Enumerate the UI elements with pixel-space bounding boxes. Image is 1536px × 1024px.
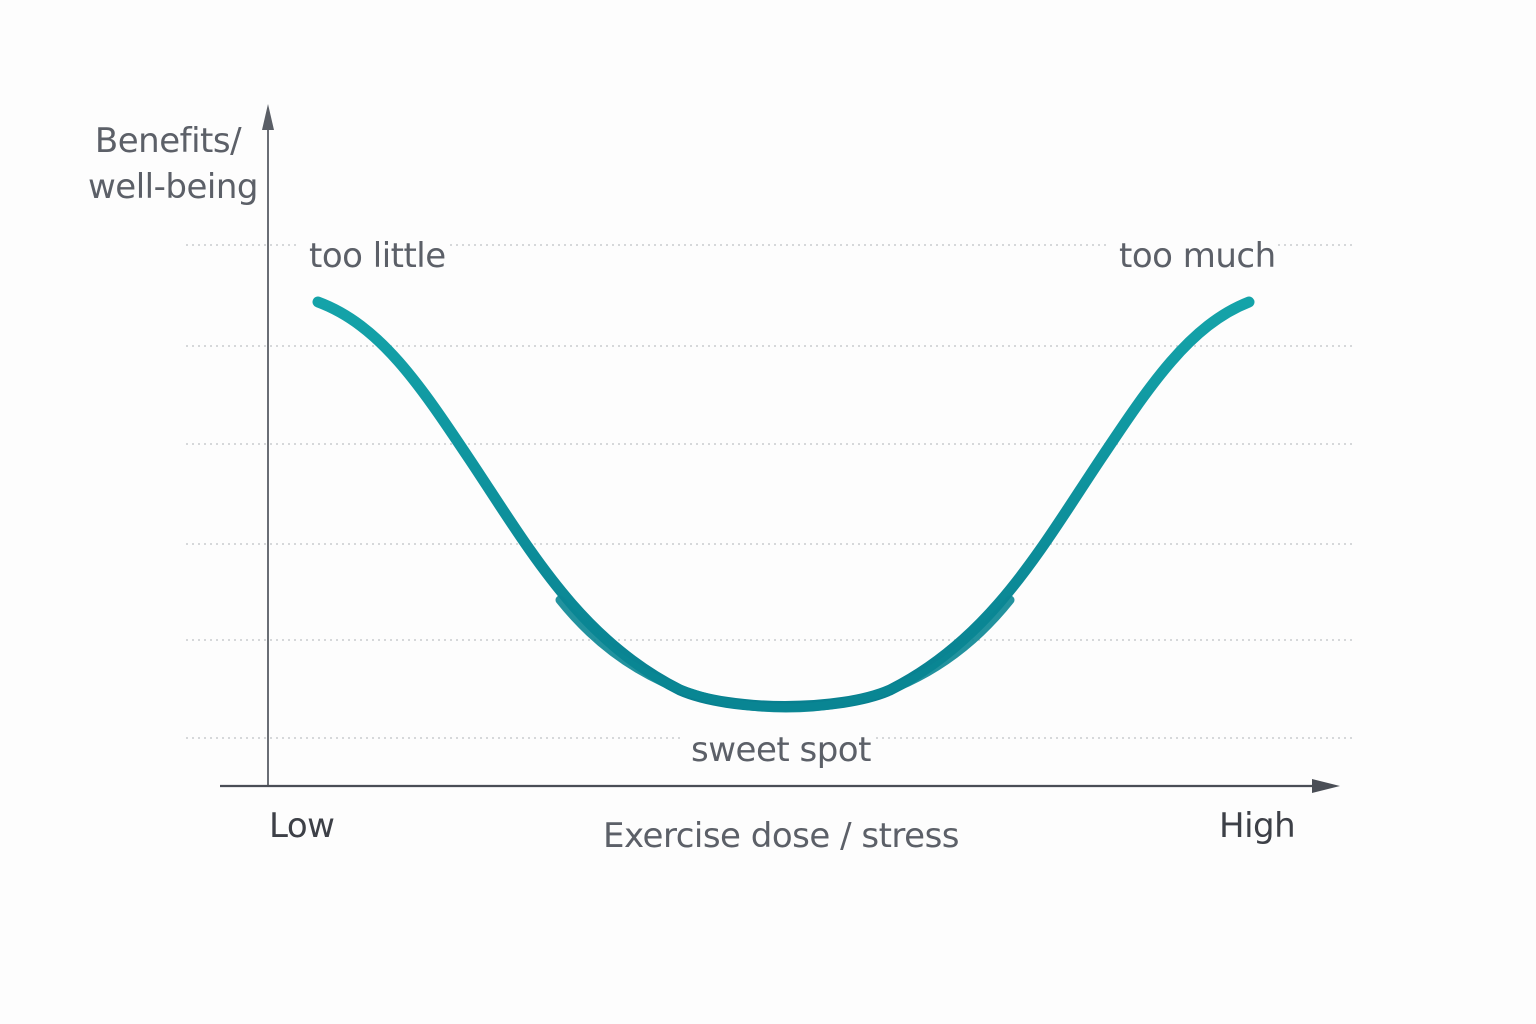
x-axis-arrow-icon (1312, 779, 1340, 793)
gridlines (186, 244, 1352, 739)
x-axis-label: Exercise dose / stress (603, 816, 960, 856)
y-axis-arrow-icon (262, 104, 274, 130)
annotation-sweet-spot: sweet spot (691, 730, 871, 770)
annotation-too-little: too little (309, 236, 446, 276)
u-shaped-curve (312, 296, 1255, 712)
y-axis (262, 104, 274, 786)
x-axis (220, 779, 1340, 793)
y-axis-label: Benefits/ well-being (88, 118, 258, 210)
x-tick-high: High (1219, 806, 1296, 846)
y-axis-label-line1: Benefits/ (94, 121, 242, 161)
annotation-too-much: too much (1119, 236, 1276, 276)
x-tick-low: Low (269, 806, 335, 846)
y-axis-label-line2: well-being (88, 167, 258, 207)
